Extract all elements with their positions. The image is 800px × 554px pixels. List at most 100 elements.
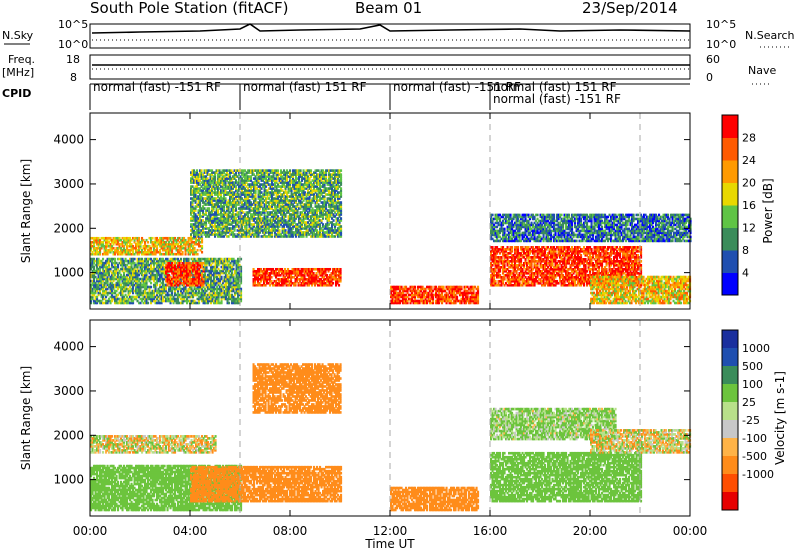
scatter-cell xyxy=(259,195,262,198)
scatter-cell xyxy=(245,189,248,192)
scatter-cell xyxy=(120,293,123,297)
scatter-cell xyxy=(193,257,196,261)
scatter-cell xyxy=(211,225,214,228)
scatter-cell xyxy=(214,235,217,238)
scatter-cell xyxy=(187,295,190,299)
scatter-cell xyxy=(321,269,324,273)
scatter-cell xyxy=(226,215,229,218)
scatter-cell xyxy=(283,213,286,216)
scatter-cell xyxy=(231,271,234,275)
scatter-cell xyxy=(177,291,180,295)
scatter-cell xyxy=(199,195,202,198)
scatter-cell xyxy=(247,177,250,180)
scatter-cell xyxy=(281,221,284,224)
scatter-cell xyxy=(194,201,197,204)
scatter-cell xyxy=(223,217,226,220)
scatter-cell xyxy=(280,193,283,196)
scatter-cell xyxy=(242,199,245,202)
scatter-cell xyxy=(245,231,248,234)
scatter-cell xyxy=(229,281,232,285)
scatter-cell xyxy=(159,293,162,297)
scatter-cell xyxy=(129,261,132,265)
scatter-cell xyxy=(138,238,141,242)
scatter-cell xyxy=(218,175,221,178)
scatter-cell xyxy=(184,240,187,244)
scatter-cell xyxy=(91,236,94,240)
scatter-cell xyxy=(115,238,118,242)
scatter-cell xyxy=(194,225,197,228)
scatter-cell xyxy=(273,279,276,283)
scatter-cell xyxy=(263,199,266,202)
scatter-cell xyxy=(254,203,257,206)
scatter-cell xyxy=(277,215,280,218)
scatter-cell xyxy=(195,240,198,244)
scatter-cell xyxy=(199,171,202,174)
scatter-cell xyxy=(298,177,301,180)
scatter-cell xyxy=(211,257,214,261)
scatter-cell xyxy=(226,279,229,283)
scatter-cell xyxy=(90,291,93,295)
scatter-cell xyxy=(175,248,178,252)
scatter-cell xyxy=(261,273,264,277)
scatter-cell xyxy=(221,191,224,194)
scatter-cell xyxy=(284,205,287,208)
scatter-cell xyxy=(192,277,195,281)
scatter-cell xyxy=(181,281,184,285)
scatter-cell xyxy=(219,287,222,291)
scatter-cell xyxy=(293,169,296,172)
scatter-cell xyxy=(296,185,299,188)
scatter-cell xyxy=(224,191,227,194)
scatter-cell xyxy=(169,287,172,291)
scatter-cell xyxy=(290,277,293,281)
scatter-cell xyxy=(141,293,144,297)
scatter-cell xyxy=(248,207,251,210)
scatter-cell xyxy=(226,225,229,228)
scatter-cell xyxy=(121,275,124,279)
scatter-cell xyxy=(97,238,100,242)
scatter-cell xyxy=(206,195,209,198)
scatter-cell xyxy=(159,265,162,269)
scatter-cell xyxy=(197,219,200,222)
scatter-cell xyxy=(117,297,120,301)
scatter-cell xyxy=(175,242,178,246)
scatter-cell xyxy=(274,235,277,238)
scatter-cell xyxy=(226,203,229,206)
scatter-cell xyxy=(201,299,204,303)
scatter-cell xyxy=(196,242,199,246)
scatter-cell xyxy=(136,273,139,277)
scatter-cell xyxy=(257,225,260,228)
scatter-cell xyxy=(324,283,327,287)
scatter-cell xyxy=(245,185,248,188)
scatter-cell xyxy=(215,193,218,196)
scatter-cell xyxy=(265,231,268,234)
scatter-cell xyxy=(220,231,223,234)
scatter-cell xyxy=(93,291,96,295)
scatter-cell xyxy=(194,179,197,182)
scatter-cell xyxy=(118,257,121,261)
scatter-cell xyxy=(229,275,232,279)
scatter-cell xyxy=(292,177,295,180)
scatter-cell xyxy=(241,229,244,232)
scatter-cell xyxy=(172,299,175,303)
scatter-cell xyxy=(242,179,245,182)
scatter-cell xyxy=(297,267,300,271)
scatter-cell xyxy=(226,231,229,234)
scatter-cell xyxy=(302,173,305,176)
scatter-cell xyxy=(239,231,242,234)
scatter-cell xyxy=(111,275,114,279)
scatter-cell xyxy=(227,235,230,238)
scatter-cell xyxy=(259,213,262,216)
scatter-cell xyxy=(295,217,298,220)
scatter-cell xyxy=(162,240,165,244)
scatter-cell xyxy=(201,289,204,293)
scatter-cell xyxy=(283,177,286,180)
scatter-cell xyxy=(184,246,187,250)
scatter-cell xyxy=(338,269,341,273)
scatter-cell xyxy=(299,233,302,236)
scatter-cell xyxy=(180,287,183,291)
scatter-cell xyxy=(240,281,243,285)
scatter-cell xyxy=(296,171,299,174)
scatter-cell xyxy=(289,225,292,228)
scatter-cell xyxy=(177,293,180,297)
scatter-cell xyxy=(223,213,226,216)
